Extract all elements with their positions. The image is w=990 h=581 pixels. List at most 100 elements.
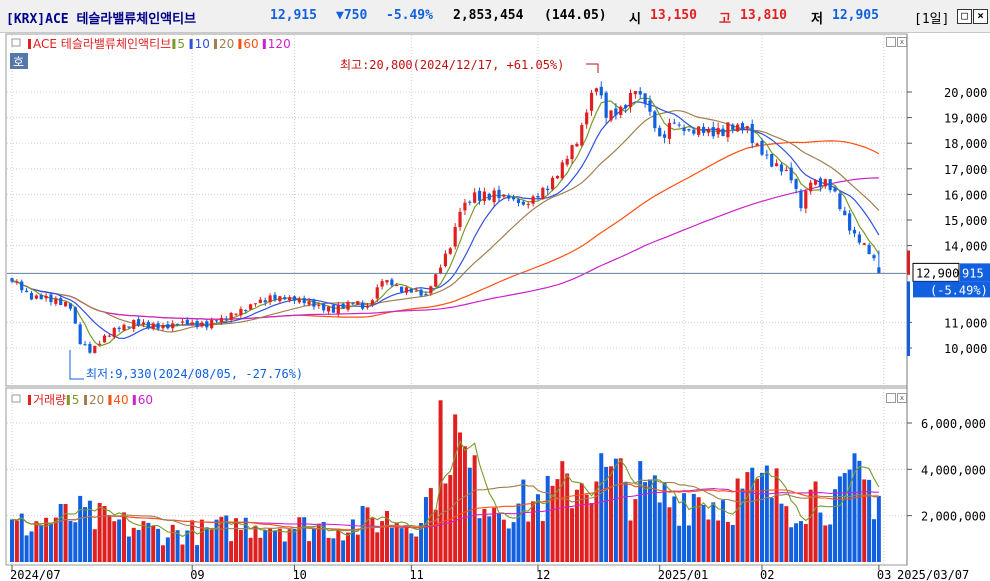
volume-bar <box>628 520 633 562</box>
volume-bar <box>599 453 604 562</box>
candle-body <box>390 279 394 286</box>
candle-body <box>93 345 97 353</box>
candle-body <box>692 129 696 134</box>
candle-body <box>44 295 48 299</box>
price-legend-label: 20 <box>219 37 234 51</box>
volume-y-tick-label: 6,000,000 <box>921 417 986 431</box>
volume-bar <box>789 527 794 562</box>
candle-body <box>375 287 379 299</box>
candle-body <box>521 201 525 205</box>
volume-bar <box>487 516 492 562</box>
price-legend-swatch <box>172 39 176 49</box>
candle-body <box>161 325 165 329</box>
volume-bar <box>721 500 726 562</box>
volume-bar <box>209 529 214 562</box>
high-label: 고 <box>719 12 731 27</box>
vol-ma5-line <box>11 439 880 538</box>
maximize-icon[interactable]: □ <box>957 9 972 24</box>
volume-panel-close-icon[interactable]: x <box>897 393 907 403</box>
candle-body <box>818 178 823 187</box>
volume-bar <box>847 469 852 562</box>
volume-bar <box>570 508 575 562</box>
volume-y-tick-label: 2,000,000 <box>921 510 986 524</box>
volume-bar <box>657 502 662 562</box>
volume-bar <box>769 497 774 562</box>
volume-bar <box>394 522 399 562</box>
volume-bar <box>375 532 380 562</box>
volume-y-tick-label: 4,000,000 <box>921 463 986 477</box>
candle-body <box>283 297 287 300</box>
candle-body <box>575 143 579 147</box>
volume-bar <box>677 525 682 562</box>
x-axis-label: 12 <box>536 568 550 581</box>
volume-bar <box>833 489 838 562</box>
x-axis-label: 2024/07 <box>10 568 61 581</box>
close-icon[interactable]: × <box>973 9 988 24</box>
volume-bar <box>14 520 19 562</box>
volume-bar <box>253 525 258 562</box>
candle-body <box>541 187 545 200</box>
candle-body <box>263 300 267 303</box>
volume-bar <box>97 503 102 562</box>
volume-bar <box>404 525 409 562</box>
volume-bar <box>287 529 292 562</box>
candle-body <box>180 321 185 323</box>
candle-body <box>404 287 409 293</box>
volume-bar <box>613 458 618 562</box>
candle-body <box>682 127 686 132</box>
volume-bar <box>506 528 511 562</box>
volume-bar <box>224 515 229 562</box>
candle-body <box>672 122 676 124</box>
price-y-tick-label: 11,000 <box>944 316 987 330</box>
candle-body <box>117 327 121 329</box>
volume-bar <box>131 527 136 562</box>
volume-bar <box>662 482 667 562</box>
range-bar-down <box>907 281 910 356</box>
open-label: 시 <box>629 12 641 27</box>
candle-body <box>468 201 472 203</box>
volume-bar <box>735 478 740 562</box>
volume-legend-label: 40 <box>113 393 128 407</box>
volume-bar <box>759 472 764 562</box>
volume-bar <box>243 517 248 562</box>
candle-body <box>409 288 413 293</box>
candle-body <box>580 125 584 146</box>
price-y-tick-label: 15,000 <box>944 214 987 228</box>
volume-bar <box>818 512 823 562</box>
stock-chart[interactable]: 20,000 19,000 18,000 17,000 16,000 15,000 14,0… <box>0 33 990 581</box>
candle-body <box>361 302 365 309</box>
low-value: 12,905 <box>832 8 879 23</box>
candle-body <box>370 300 374 305</box>
volume-bar <box>579 483 584 562</box>
price-legend-label: 60 <box>243 37 258 51</box>
candle-body <box>507 195 511 199</box>
price-value: 12,915 <box>270 8 317 23</box>
candle-body <box>755 143 759 146</box>
volume-bar <box>448 475 453 562</box>
volume-bar <box>837 476 842 562</box>
high-value: 13,810 <box>740 8 787 23</box>
panel-restore-icon[interactable] <box>886 37 896 47</box>
volume-bar <box>160 545 165 562</box>
volume-bar <box>112 521 117 562</box>
volume-bar <box>842 473 847 562</box>
panel-close-icon[interactable]: x <box>897 37 907 47</box>
volume-bar <box>238 529 243 562</box>
candle-body <box>253 303 258 305</box>
volume-panel-restore-icon[interactable] <box>886 393 896 403</box>
volume-bar <box>501 519 506 562</box>
period-selector[interactable]: [1일] <box>914 12 950 27</box>
volume-bar <box>823 525 828 562</box>
volume-bar <box>540 521 545 562</box>
volume-bar <box>443 483 448 562</box>
vol-ma20-line <box>11 479 879 532</box>
candle-body <box>624 105 628 109</box>
open-value: 13,150 <box>650 8 697 23</box>
candle-body <box>229 312 233 321</box>
candle-body <box>867 245 871 254</box>
volume-bar <box>740 488 745 562</box>
volume-bar <box>151 525 156 562</box>
candle-body <box>63 301 68 307</box>
candle-body <box>594 88 598 92</box>
volume-bar <box>122 512 127 562</box>
